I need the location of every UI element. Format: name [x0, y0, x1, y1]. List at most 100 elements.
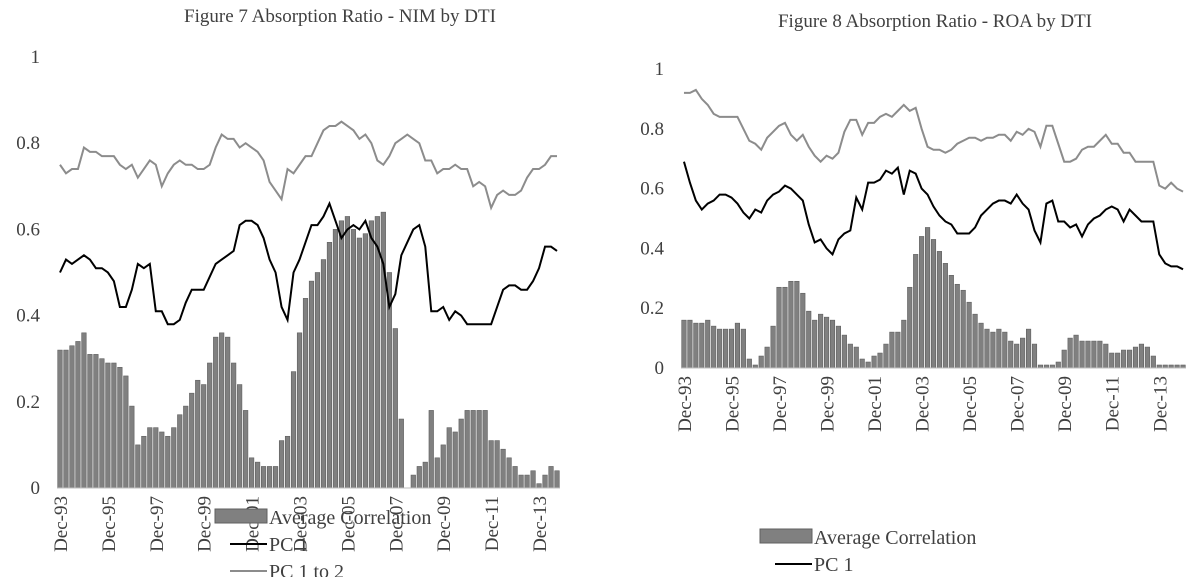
bar — [63, 349, 69, 489]
bar — [542, 474, 548, 489]
y-tick-label: 0 — [31, 478, 41, 499]
bar — [948, 275, 954, 369]
bar — [865, 361, 871, 369]
bar — [877, 352, 883, 369]
bar — [488, 440, 494, 489]
bar — [1144, 346, 1150, 369]
y-tick-label: 0.2 — [16, 392, 40, 413]
bar — [159, 431, 165, 489]
bar — [942, 263, 948, 369]
bar — [326, 242, 333, 489]
bar — [69, 345, 75, 489]
bar — [1055, 361, 1061, 369]
bar — [548, 466, 554, 489]
x-tick-label: Dec-07 — [1008, 376, 1029, 432]
bar — [464, 410, 470, 489]
bar — [1079, 340, 1085, 369]
bar — [398, 418, 404, 489]
bar — [829, 319, 836, 369]
bar — [249, 457, 255, 489]
bar — [422, 461, 428, 489]
x-tick-label: Dec-99 — [195, 496, 216, 552]
bar — [859, 358, 865, 369]
bar — [434, 457, 440, 489]
y-tick-label: 0.4 — [640, 238, 664, 259]
bar — [105, 362, 111, 489]
bar — [177, 414, 183, 489]
x-tick-label: Dec-99 — [818, 376, 839, 432]
bar — [806, 310, 812, 369]
bar — [841, 334, 847, 369]
bar — [243, 410, 249, 489]
x-tick-label: Dec-95 — [99, 496, 120, 552]
bar — [1020, 337, 1026, 369]
legend-label: Average Correlation — [814, 527, 976, 549]
bar — [512, 466, 518, 489]
bar — [895, 331, 901, 369]
x-tick-label: Dec-97 — [147, 496, 168, 552]
y-tick-label: 0.2 — [640, 298, 664, 319]
bar — [267, 466, 273, 489]
bar — [687, 319, 693, 369]
bar — [284, 435, 291, 489]
y-tick-label: 0.4 — [16, 306, 40, 327]
x-tick-label: Dec-05 — [960, 376, 981, 432]
bar — [201, 384, 207, 489]
bar — [699, 322, 705, 369]
bar — [135, 444, 141, 489]
bar — [1109, 352, 1115, 369]
bar — [290, 371, 297, 489]
bar — [410, 474, 416, 489]
bar — [693, 322, 699, 369]
bar — [171, 427, 177, 489]
bar — [728, 328, 735, 369]
bar — [314, 272, 321, 489]
bar — [183, 405, 189, 489]
bar — [123, 375, 129, 489]
y-tick-label: 0.8 — [640, 119, 664, 140]
bar — [1061, 349, 1067, 369]
x-tick-label: Dec-03 — [913, 376, 934, 432]
bar — [734, 322, 740, 369]
bar — [1103, 343, 1109, 369]
bar — [494, 440, 500, 489]
bar — [506, 457, 512, 489]
bar — [907, 286, 913, 369]
bar — [705, 319, 711, 369]
bar — [81, 332, 87, 489]
bar — [302, 298, 309, 489]
bar — [380, 211, 386, 489]
bar — [165, 435, 171, 489]
x-tick-label: Dec-09 — [434, 496, 455, 552]
bar — [261, 466, 267, 489]
bar — [278, 440, 285, 489]
bar — [788, 280, 794, 369]
bar — [524, 474, 530, 489]
bar — [344, 216, 350, 489]
bar — [207, 362, 213, 489]
bar — [476, 410, 482, 489]
bar — [338, 220, 345, 489]
bar — [482, 410, 488, 489]
x-tick-label: Dec-11 — [1103, 376, 1124, 431]
bar — [800, 292, 806, 369]
bar — [847, 343, 853, 369]
bar — [681, 319, 687, 369]
bar — [889, 331, 895, 369]
bar — [919, 236, 925, 369]
y-tick-label: 0.6 — [16, 219, 40, 240]
bar — [1138, 343, 1144, 369]
bar — [1121, 349, 1127, 369]
line-series — [683, 161, 1184, 271]
legend-label: Average Correlation — [269, 507, 431, 529]
bar — [972, 313, 978, 369]
bar — [117, 367, 123, 489]
x-tick-label: Dec-07 — [386, 496, 407, 552]
x-tick-label: Dec-09 — [1055, 376, 1076, 432]
bar — [99, 358, 105, 489]
bar — [794, 280, 800, 369]
bar — [225, 336, 231, 489]
y-tick-label: 1 — [655, 59, 665, 80]
bar — [500, 448, 506, 489]
chart-title: Figure 8 Absorption Ratio - ROA by DTI — [778, 11, 1092, 32]
